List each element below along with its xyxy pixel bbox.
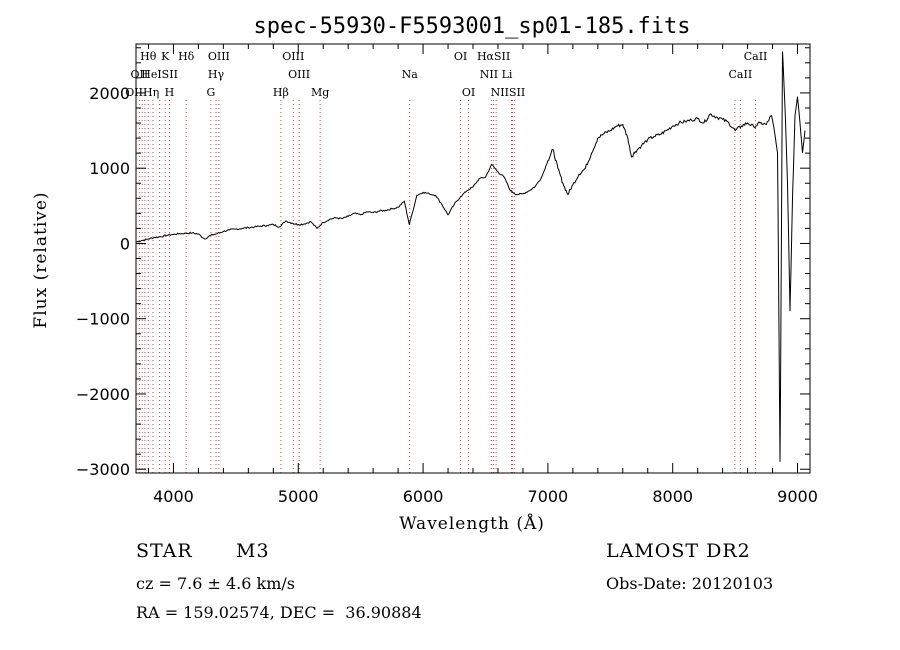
x-tick-label: 8000 [652,487,693,506]
flux-series-line [135,51,806,462]
y-axis-label: Flux (relative) [31,191,51,328]
spectral-line-label: Hδ [178,50,195,63]
spectral-line-label: OIII [208,50,230,63]
observation-date: Obs-Date: 20120103 [606,574,774,593]
y-tick-label: 2000 [89,84,130,103]
y-tick-label: 0 [120,234,130,253]
chart-title: spec-55930-F5593001_sp01-185.fits [253,14,690,39]
spectral-line-label: K [161,50,170,63]
x-tick-label: 7000 [528,487,569,506]
spectral-line-label: OI [454,50,467,63]
spectral-line-label: OIII [288,68,310,81]
plot-frame [135,43,811,474]
sky-coordinates: RA = 159.02574, DEC = 36.90884 [136,603,422,622]
object-type: STAR [136,540,193,562]
y-tick-label: −3000 [76,460,130,479]
x-tick-label: 5000 [278,487,319,506]
spectral-line-label: Hβ [273,86,289,99]
spectral-line-label: CaII [744,50,768,63]
x-tick-label: 6000 [403,487,444,506]
spectral-line-label: HαSII [477,50,510,63]
spectral-line-label: HeISII [141,68,178,81]
spectral-line-label: CaII [729,68,753,81]
spectral-line-label: OIII [282,50,304,63]
x-tick-label: 4000 [153,487,194,506]
object-subclass: M3 [236,540,270,562]
x-axis-label: Wavelength (Å) [399,513,545,534]
spectral-line-markers [138,100,757,473]
spectral-line-label: Hθ [140,50,157,63]
spectral-line-label: Mg [311,86,329,99]
survey-name: LAMOST DR2 [606,540,751,562]
x-tick-label: 9000 [777,487,818,506]
spectral-line-label: H [165,86,175,99]
spectral-line-label: G [206,86,215,99]
y-tick-label: −2000 [76,385,130,404]
spectral-line-label: NIISII [491,86,526,99]
spectral-line-label: Na [402,68,419,81]
axis-tick-labels: 4000 5000 6000 7000 8000 9000 −3000 −2000 −1000 0… [76,84,818,506]
spectral-line-label: Hγ [208,68,225,81]
spectral-line-label: OI [462,86,475,99]
spectral-line-label: OII [131,68,149,81]
y-tick-label: 1000 [89,159,130,178]
redshift-velocity: cz = 7.6 ± 4.6 km/s [136,574,295,593]
y-tick-label: −1000 [76,310,130,329]
spectral-line-label: NII Li [480,68,513,81]
axis-ticks [136,44,810,473]
